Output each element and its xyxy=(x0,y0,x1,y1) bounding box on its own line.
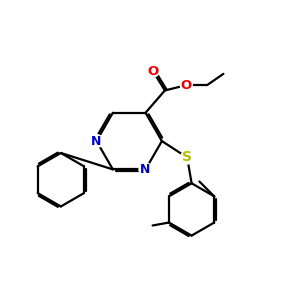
Circle shape xyxy=(181,151,194,164)
Circle shape xyxy=(139,163,152,176)
Circle shape xyxy=(180,79,192,91)
Text: S: S xyxy=(182,150,192,164)
Text: N: N xyxy=(140,163,151,176)
Text: N: N xyxy=(91,135,102,148)
Text: O: O xyxy=(147,65,159,78)
Circle shape xyxy=(90,134,103,148)
Circle shape xyxy=(147,65,159,77)
Text: O: O xyxy=(181,79,192,92)
